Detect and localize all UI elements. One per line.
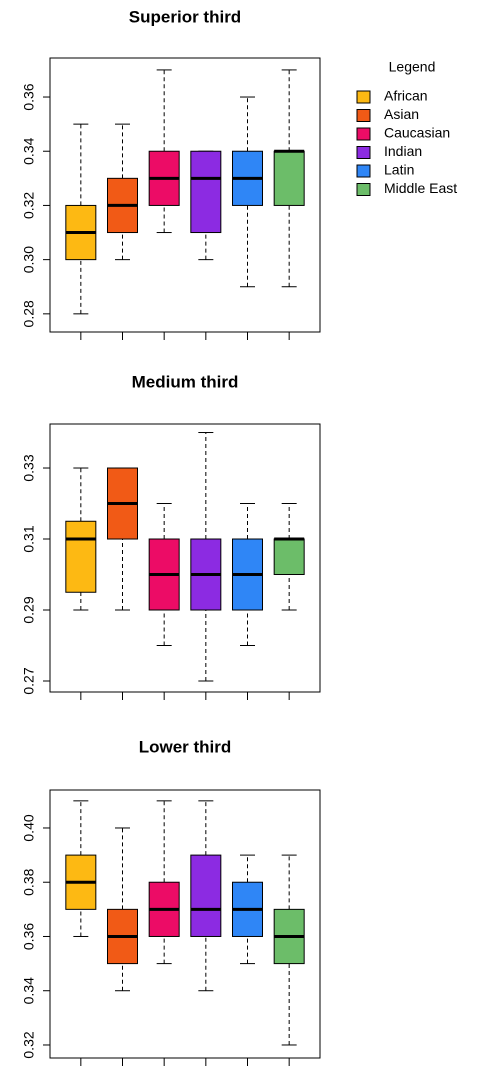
- y-tick-label: 0.32: [21, 1031, 37, 1058]
- legend-label: Indian: [384, 143, 422, 159]
- box: [273, 538, 305, 576]
- y-tick-label: 0.28: [21, 300, 37, 327]
- y-tick-label: 0.27: [21, 667, 37, 694]
- y-tick-label: 0.34: [21, 977, 37, 1004]
- legend-label: Middle East: [384, 180, 457, 196]
- legend-label: African: [384, 88, 428, 104]
- y-tick-label: 0.29: [21, 596, 37, 623]
- box: [190, 854, 222, 937]
- legend-swatch: [356, 90, 371, 104]
- panel-title: Superior third: [129, 7, 241, 26]
- y-tick-label: 0.36: [21, 923, 37, 950]
- y-tick-label: 0.36: [21, 83, 37, 110]
- y-tick-label: 0.38: [21, 868, 37, 895]
- panel-title: Medium third: [132, 372, 239, 391]
- legend-title: Legend: [389, 59, 436, 75]
- y-tick-label: 0.33: [21, 454, 37, 481]
- y-tick-label: 0.32: [21, 192, 37, 219]
- legend-swatch: [356, 109, 371, 122]
- legend-swatch: [356, 146, 371, 159]
- box: [273, 150, 305, 206]
- box: [65, 520, 97, 593]
- legend-swatch: [356, 127, 371, 141]
- legend-label: Latin: [384, 162, 414, 178]
- y-tick-label: 0.30: [21, 246, 37, 273]
- y-tick-label: 0.40: [21, 814, 37, 841]
- plot-frame: [49, 789, 321, 1059]
- y-tick-label: 0.31: [21, 525, 37, 552]
- legend-label: Asian: [384, 106, 419, 122]
- box: [190, 150, 222, 234]
- panel-title: Lower third: [139, 737, 232, 756]
- plot-frame: [49, 57, 321, 333]
- plot-frame: [49, 423, 321, 693]
- y-tick-label: 0.34: [21, 137, 37, 164]
- legend-swatch: [356, 183, 371, 196]
- legend-label: Caucasian: [384, 125, 450, 141]
- legend-swatch: [356, 164, 371, 178]
